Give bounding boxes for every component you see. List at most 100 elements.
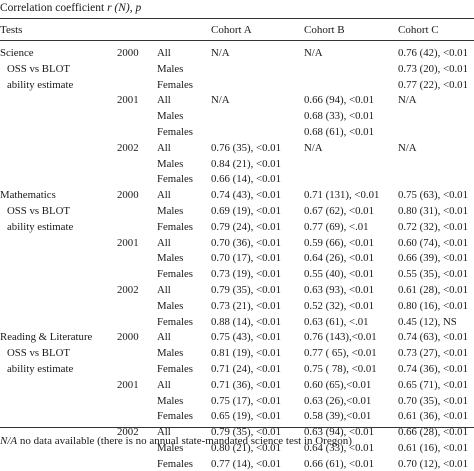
cohort-b-cell: N/A xyxy=(304,141,323,154)
cohort-c-cell: 0.65 (71), <0.01 xyxy=(398,378,468,391)
cohort-a-cell: 0.75 (17), <0.01 xyxy=(211,394,281,407)
group-label: Females xyxy=(157,78,193,91)
cohort-b-cell: 0.64 (26), <0.01 xyxy=(304,252,374,265)
cohort-c-cell: 0.77 (22), <0.01 xyxy=(398,78,468,91)
cohort-b-cell: 0.71 (131), <0.01 xyxy=(304,189,380,202)
cohort-a-cell: 0.71 (36), <0.01 xyxy=(211,378,281,391)
cohort-c-cell: 0.60 (74), <0.01 xyxy=(398,236,468,249)
cohort-a-cell: 0.79 (35), <0.01 xyxy=(211,284,281,296)
cohort-a-cell: 0.70 (17), <0.01 xyxy=(211,252,281,265)
cohort-a-cell: 0.81 (19), <0.01 xyxy=(211,347,281,360)
cohort-c-cell: 0.70 (35), <0.01 xyxy=(398,394,468,407)
cohort-c-cell: 0.76 (42), <0.01 xyxy=(398,47,468,59)
cohort-a-cell: 0.69 (19), <0.01 xyxy=(211,205,281,217)
group-label: Males xyxy=(157,110,184,123)
caption-prefix: Correlation coefficient xyxy=(0,2,108,14)
cohort-c-cell: 0.61 (28), <0.01 xyxy=(398,284,468,296)
cohort-b-cell: 0.77 (69), <.01 xyxy=(304,220,369,233)
cohort-c-cell: 0.75 (63), <0.01 xyxy=(398,189,468,202)
group-label: All xyxy=(157,378,171,391)
year-label: 2001 xyxy=(117,378,139,391)
cohort-b-cell: 0.76 (143),<0.01 xyxy=(304,331,377,344)
subject-label: ability estimate xyxy=(7,363,74,375)
subject-label: Science xyxy=(0,47,34,59)
cohort-b-cell: 0.60 (65),<0.01 xyxy=(304,378,372,391)
cohort-c-cell: 0.73 (20), <0.01 xyxy=(398,62,468,75)
cohort-b-cell: 0.63 (93), <0.01 xyxy=(304,284,374,296)
group-label: All xyxy=(157,189,171,202)
year-label: 2000 xyxy=(117,331,139,344)
subject-label: ability estimate xyxy=(7,78,74,91)
footnote-term: N/A xyxy=(0,435,18,447)
cohort-c-cell: 0.73 (27), <0.01 xyxy=(398,347,468,360)
group-label: Males xyxy=(157,252,184,265)
cohort-c-cell: N/A xyxy=(398,94,417,107)
cohort-b-cell: 0.67 (62), <0.01 xyxy=(304,205,374,217)
group-label: Females xyxy=(157,173,193,186)
cohort-b-cell: 0.68 (61), <0.01 xyxy=(304,126,374,138)
correlation-table-body: Science OSS vs BLOT ability estimate 2000 Al… xyxy=(0,47,468,470)
subject-label: OSS vs BLOT xyxy=(7,62,70,75)
cohort-b-cell: 0.66 (94), <0.01 xyxy=(304,94,374,107)
group-label: Males xyxy=(157,62,184,75)
subject-label: ability estimate xyxy=(7,220,74,233)
cohort-c-cell: 0.66 (28), <0.01 xyxy=(398,426,468,439)
group-label: Males xyxy=(157,299,184,312)
group-label: Males xyxy=(157,205,184,217)
cohort-b-cell: 0.75 ( 78), <0.01 xyxy=(304,363,377,375)
cohort-c-cell: 0.80 (16), <0.01 xyxy=(398,299,468,312)
group-label: Males xyxy=(157,347,184,360)
header-cohort-a: Cohort A xyxy=(211,24,252,36)
table-footnote: N/A no data available (there is no annua… xyxy=(0,434,352,448)
year-label: 2000 xyxy=(117,189,139,202)
cohort-a-cell: 0.66 (14), <0.01 xyxy=(211,173,281,186)
group-label: Females xyxy=(157,268,193,281)
cohort-c-cell: N/A xyxy=(398,141,417,154)
group-label: Males xyxy=(157,442,184,454)
header-tests: Tests xyxy=(0,24,23,36)
cohort-a-cell: 0.76 (35), <0.01 xyxy=(211,141,281,154)
cohort-a-cell: 0.75 (43), <0.01 xyxy=(211,331,281,344)
cohort-b-cell: 0.63 (61), <.01 xyxy=(304,315,369,328)
cohort-a-cell: 0.71 (24), <0.01 xyxy=(211,363,281,375)
group-label: All xyxy=(157,426,171,439)
cohort-c-cell: 0.66 (39), <0.01 xyxy=(398,252,468,265)
cohort-b-cell: 0.68 (33), <0.01 xyxy=(304,110,374,123)
group-label: Females xyxy=(157,220,193,233)
top-rule xyxy=(0,18,474,19)
cohort-c-cell: 0.74 (36), <0.01 xyxy=(398,363,468,375)
cohort-a-cell: 0.84 (21), <0.01 xyxy=(211,157,281,170)
cohort-c-cell: 0.61 (36), <0.01 xyxy=(398,410,468,423)
cohort-a-cell: 0.88 (14), <0.01 xyxy=(211,315,281,328)
subject-label: Reading & Literature xyxy=(0,331,93,344)
year-label: 2000 xyxy=(117,47,139,59)
cohort-a-cell: 0.70 (36), <0.01 xyxy=(211,236,281,249)
group-label: All xyxy=(157,236,171,249)
cohort-b-cell: 0.63 (94), <0.01 xyxy=(304,426,374,439)
cohort-b-cell: 0.63 (26),<0.01 xyxy=(304,394,372,407)
caption-symbols: r (N), p xyxy=(107,2,142,14)
cohort-c-cell: 0.74 (63), <0.01 xyxy=(398,331,468,344)
group-label: Females xyxy=(157,363,193,375)
subject-label: Mathematics xyxy=(0,189,56,202)
group-label: All xyxy=(157,331,171,344)
cohort-a-cell: 0.79 (24), <0.01 xyxy=(211,220,281,233)
group-label: Males xyxy=(157,157,184,170)
header-cohort-b: Cohort B xyxy=(304,24,345,36)
cohort-c-cell: 0.72 (32), <0.01 xyxy=(398,220,468,233)
cohort-a-cell: 0.80 (21), <0.01 xyxy=(211,442,281,454)
group-label: Females xyxy=(157,126,193,138)
bottom-rule xyxy=(0,427,474,428)
group-label: Males xyxy=(157,394,184,407)
subject-label: OSS vs BLOT xyxy=(7,205,70,217)
cohort-b-cell: N/A xyxy=(304,47,323,59)
group-label: All xyxy=(157,47,171,59)
cohort-c-cell: 0.61 (16), <0.01 xyxy=(398,442,468,454)
cohort-b-cell: 0.52 (32), <0.01 xyxy=(304,299,374,312)
header-cohort-c: Cohort C xyxy=(398,24,439,36)
group-label: All xyxy=(157,94,171,107)
group-label: Females xyxy=(157,410,193,423)
cohort-a-cell: 0.73 (19), <0.01 xyxy=(211,268,281,281)
cohort-a-cell: 0.65 (19), <0.01 xyxy=(211,410,281,423)
year-label: 2002 xyxy=(117,284,139,296)
